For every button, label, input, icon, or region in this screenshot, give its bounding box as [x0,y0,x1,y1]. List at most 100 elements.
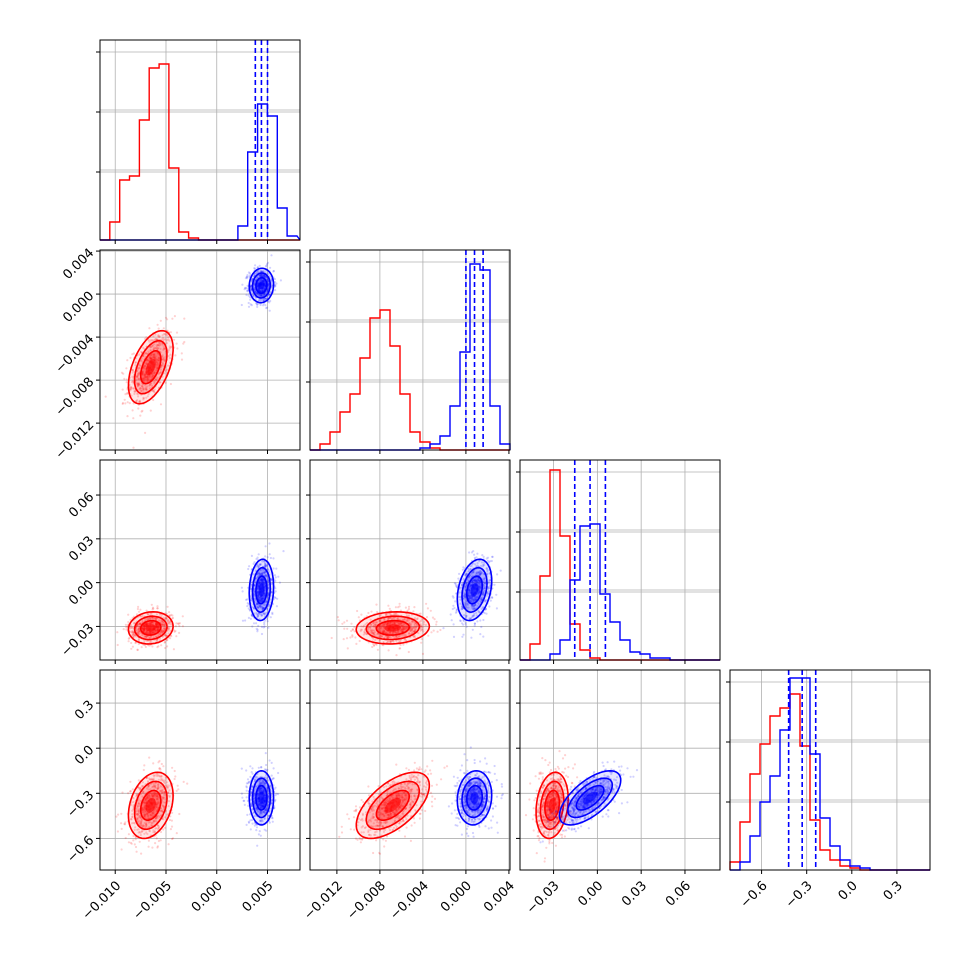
sample-point [485,557,488,560]
sample-point [254,569,257,572]
sample-point [270,591,273,594]
sample-point [136,383,140,386]
sample-point [155,638,158,642]
sample-point [157,346,160,349]
sample-point [140,389,143,393]
sample-point [245,823,248,827]
sample-point [246,275,249,278]
sample-point [261,578,265,581]
sample-point [450,619,453,622]
sample-point [143,376,146,379]
sample-point [182,342,185,345]
sample-point [162,356,166,359]
sample-point [471,579,474,582]
sample-point [157,626,160,629]
sample-point [158,335,161,339]
sample-point [142,808,145,811]
sample-point [241,283,244,286]
sample-point [144,630,147,633]
sample-point [259,604,262,607]
sample-point [258,573,261,577]
sample-point [258,581,261,584]
sample-point [260,569,263,572]
sample-point [256,590,260,594]
sample-point [262,569,265,572]
sample-point [159,839,162,842]
sample-point [260,605,263,608]
sample-point [155,795,159,798]
sample-point [144,645,147,649]
sample-point [154,629,157,632]
sample-point [176,784,179,787]
sample-point [487,586,490,589]
sample-point [257,581,260,585]
sample-point [382,641,385,644]
sample-point [263,574,266,577]
sample-point [141,409,144,412]
sample-point [413,622,416,626]
sample-point [377,628,380,631]
sample-point [270,578,273,581]
sample-point [135,378,138,381]
sample-point [246,602,249,605]
sample-point [142,627,145,630]
sample-point [471,606,474,610]
sample-point [271,612,274,616]
sample-point [169,621,172,624]
sample-point [161,623,164,626]
sample-point [159,619,162,622]
sample-point [351,628,354,631]
sample-point [252,573,255,576]
sample-point [264,297,267,300]
sample-point [478,579,481,582]
sample-point [162,624,165,627]
sample-point [259,834,262,837]
sample-point [172,648,175,651]
sample-point [479,600,482,603]
sample-point [156,845,159,848]
sample-point [269,556,272,560]
sample-point [417,632,420,635]
sample-point [252,274,255,277]
sample-point [464,574,467,577]
sample-point [157,358,160,361]
sample-point [248,296,252,299]
sample-point [395,631,398,634]
sample-point [141,621,144,624]
sample-point [121,402,124,405]
sample-point [496,573,499,576]
sample-point [351,628,354,631]
sample-point [177,622,180,625]
sample-point [143,374,146,377]
sample-point [250,287,253,290]
sample-point [265,564,268,567]
sample-point [146,613,149,616]
sample-point [487,587,490,590]
sample-point [165,634,168,638]
sample-point [144,644,147,647]
sample-point [133,622,136,625]
sample-point [266,594,269,597]
sample-point [145,824,148,827]
sample-point [157,344,160,347]
sample-point [169,629,172,633]
sample-point [146,375,149,378]
sample-point [258,606,261,609]
sample-point [265,575,268,578]
sample-point [162,629,166,633]
sample-point [367,611,370,615]
sample-point [276,597,279,600]
sample-point [159,347,162,350]
sample-point [156,347,159,350]
sample-point [154,827,157,830]
sample-point [262,626,265,629]
sample-point [477,578,480,581]
sample-point [458,595,461,599]
sample-point [467,588,470,592]
sample-point [240,303,243,307]
sample-point [159,830,163,834]
sample-point [173,630,176,633]
sample-point [385,623,388,626]
sample-point [140,389,143,392]
sample-point [132,631,135,634]
